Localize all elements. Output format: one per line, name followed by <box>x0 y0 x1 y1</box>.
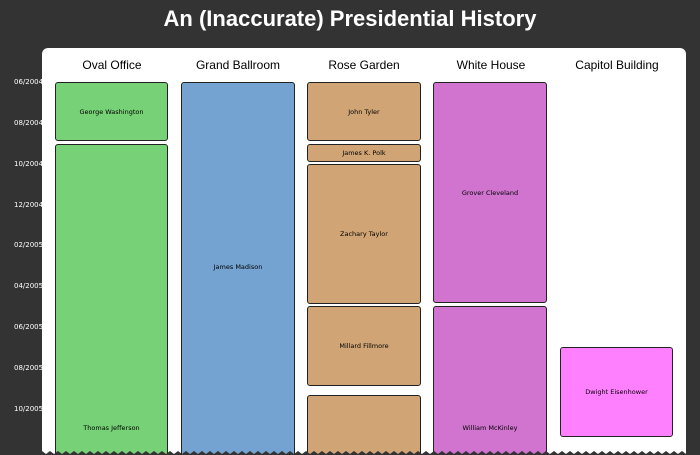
event-label: John Tyler <box>348 107 380 116</box>
event-label: Dwight Eisenhower <box>585 388 648 396</box>
torn-edge <box>42 451 686 455</box>
time-tick-label: 10/2004 <box>14 160 44 168</box>
calendar-panel: Oval Office Grand Ballroom Rose Garden W… <box>42 48 686 455</box>
event-label: James K. Polk <box>342 149 386 157</box>
event-dwight-eisenhower[interactable]: Dwight Eisenhower <box>560 347 673 437</box>
room-header-oval-office: Oval Office <box>82 58 142 72</box>
event-label: Millard Fillmore <box>339 342 389 350</box>
event-label: George Washington <box>79 107 144 116</box>
room-header-white-house: White House <box>456 58 526 72</box>
time-tick-label: 04/2005 <box>14 282 44 290</box>
event-grover-cleveland[interactable]: Grover Cleveland <box>433 82 547 303</box>
event-label: William McKinley <box>462 424 518 432</box>
room-header-grand-ballroom: Grand Ballroom <box>195 58 281 72</box>
time-tick-label: 06/2004 <box>14 78 44 86</box>
event-john-tyler[interactable]: John Tyler <box>307 82 421 141</box>
time-tick-label: 08/2005 <box>14 364 44 372</box>
time-tick-label: 10/2005 <box>14 405 44 413</box>
room-header-capitol-building: Capitol Building <box>575 58 659 72</box>
event-george-washington[interactable]: George Washington <box>55 82 168 141</box>
event-label: James Madison <box>213 263 263 271</box>
time-tick-label: 02/2005 <box>14 241 44 249</box>
time-tick-label: 08/2004 <box>14 119 44 127</box>
event-james-madison[interactable]: James Madison <box>181 82 295 455</box>
event-james-k-polk[interactable]: James K. Polk <box>307 144 421 162</box>
time-tick-label: 06/2005 <box>14 323 44 331</box>
event-millard-fillmore[interactable]: Millard Fillmore <box>307 306 421 386</box>
event-label: Thomas Jefferson <box>83 424 140 432</box>
event-zachary-taylor[interactable]: Zachary Taylor <box>307 164 421 304</box>
event-william-mckinley[interactable]: William McKinley <box>433 306 547 455</box>
time-tick-label: 12/2004 <box>14 201 44 209</box>
room-header-rose-garden: Rose Garden <box>328 58 400 72</box>
page-title: An (Inaccurate) Presidential History <box>163 6 537 31</box>
event-untitled[interactable] <box>307 395 421 455</box>
event-thomas-jefferson[interactable]: Thomas Jefferson <box>55 144 168 455</box>
event-label: Zachary Taylor <box>340 230 388 238</box>
event-label: Grover Cleveland <box>461 188 519 197</box>
time-axis: 06/2004 08/2004 10/2004 12/2004 02/2005 … <box>0 48 44 453</box>
